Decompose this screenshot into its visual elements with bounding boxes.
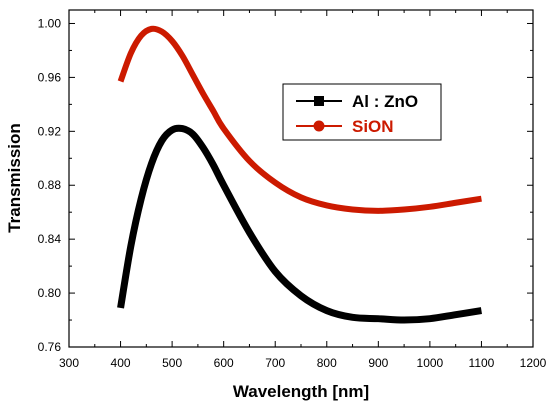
series-lines [117, 25, 482, 324]
y-tick-label: 0.80 [38, 286, 62, 300]
x-axis-title: Wavelength [nm] [233, 382, 369, 401]
x-tick-label: 800 [317, 356, 337, 370]
x-tick-label: 300 [59, 356, 79, 370]
x-tick-label: 700 [265, 356, 285, 370]
axis-ticks [68, 10, 534, 348]
legend-marker-al-zno [314, 96, 324, 106]
x-tick-label: 1000 [417, 356, 444, 370]
legend-marker-sion [313, 120, 325, 132]
x-tick-label: 1200 [520, 356, 547, 370]
axis-tick-labels: 300 400 500 600 700 800 900 1000 1100 1200 0.76 0.8… [38, 16, 547, 370]
x-tick-label: 600 [214, 356, 234, 370]
y-axis-title: Transmission [5, 123, 24, 233]
legend: Al : ZnO SiON [282, 83, 442, 141]
legend-box [282, 83, 442, 141]
y-tick-label: 0.88 [38, 178, 62, 192]
y-tick-label: 0.96 [38, 70, 62, 84]
y-tick-label: 0.84 [38, 232, 62, 246]
series-line-al-zno [117, 124, 482, 324]
x-tick-label: 900 [368, 356, 388, 370]
y-tick-label: 0.92 [38, 124, 62, 138]
x-tick-label: 400 [111, 356, 131, 370]
x-tick-label: 1100 [469, 356, 495, 370]
x-tick-label: 500 [162, 356, 182, 370]
y-tick-label: 0.76 [38, 340, 62, 354]
series-line-sion [117, 25, 482, 214]
y-tick-label: 1.00 [38, 16, 62, 30]
legend-label-sion: SiON [352, 117, 394, 136]
legend-label-al-zno: Al : ZnO [352, 92, 418, 111]
